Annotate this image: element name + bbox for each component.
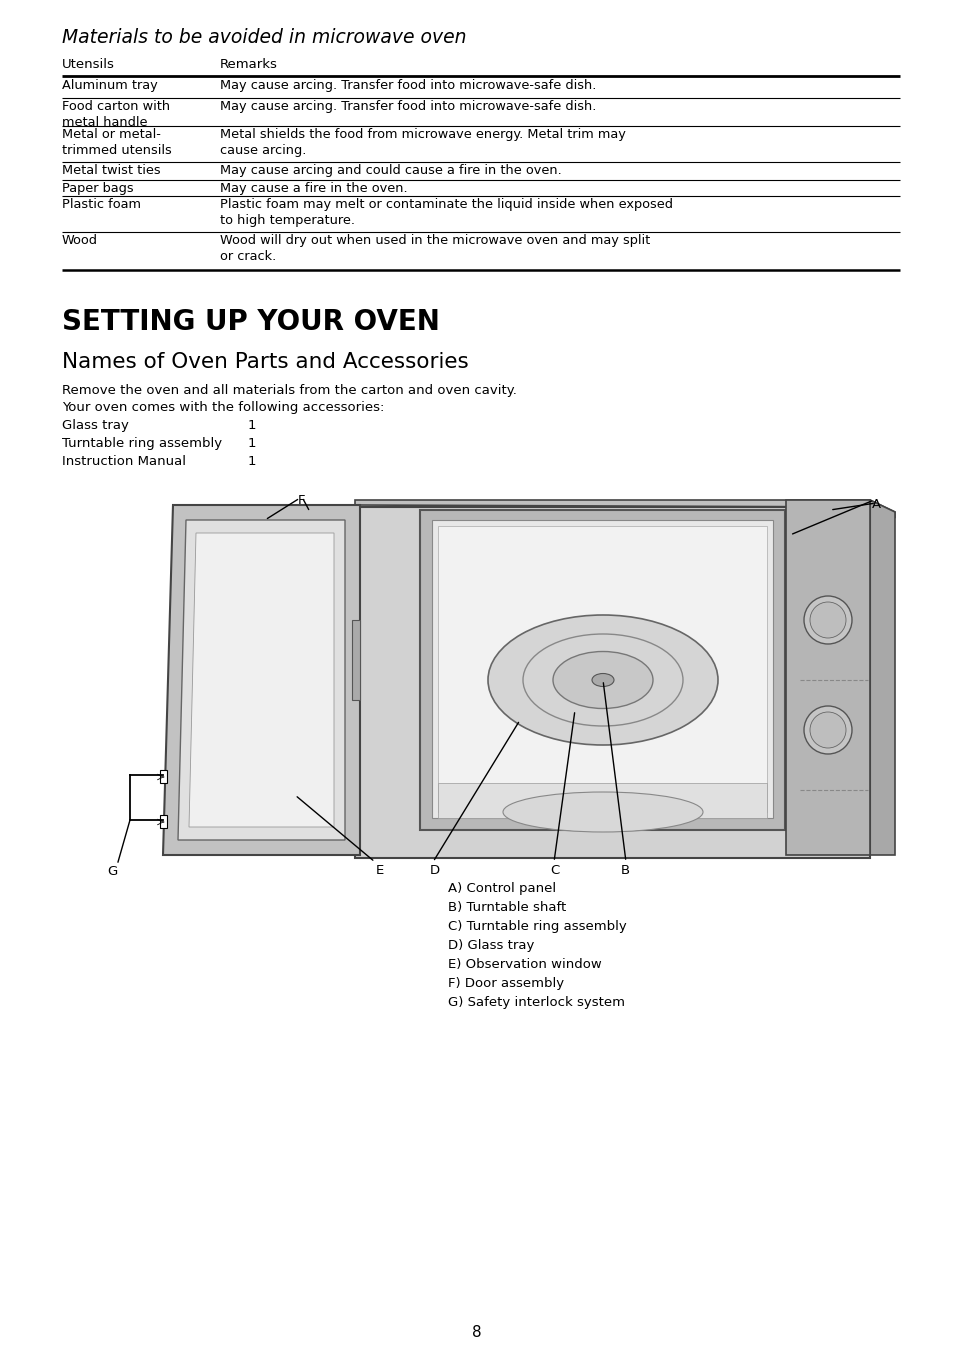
Polygon shape — [189, 533, 334, 827]
Text: E) Observation window: E) Observation window — [448, 958, 601, 972]
Text: Turntable ring assembly: Turntable ring assembly — [62, 438, 222, 450]
Text: E: E — [375, 864, 384, 877]
Text: Remove the oven and all materials from the carton and oven cavity.: Remove the oven and all materials from t… — [62, 383, 517, 397]
Text: Metal twist ties: Metal twist ties — [62, 164, 160, 178]
Ellipse shape — [502, 793, 702, 832]
Ellipse shape — [809, 711, 845, 748]
Text: May cause arcing. Transfer food into microwave-safe dish.: May cause arcing. Transfer food into mic… — [220, 100, 596, 112]
Text: 1: 1 — [248, 419, 256, 432]
Bar — [432, 520, 772, 818]
Text: D) Glass tray: D) Glass tray — [448, 939, 534, 953]
Polygon shape — [355, 500, 894, 518]
Ellipse shape — [488, 615, 718, 745]
Text: Materials to be avoided in microwave oven: Materials to be avoided in microwave ove… — [62, 28, 466, 47]
Bar — [437, 526, 766, 812]
Text: F: F — [297, 495, 305, 507]
Ellipse shape — [592, 673, 614, 687]
Text: A) Control panel: A) Control panel — [448, 882, 556, 896]
Text: B: B — [619, 864, 629, 877]
Text: Wood: Wood — [62, 234, 98, 247]
Polygon shape — [869, 500, 894, 855]
Ellipse shape — [553, 652, 652, 709]
Bar — [160, 814, 167, 828]
Text: D: D — [430, 864, 439, 877]
Bar — [437, 783, 766, 818]
Text: Wood will dry out when used in the microwave oven and may split
or crack.: Wood will dry out when used in the micro… — [220, 234, 650, 263]
Text: Plastic foam may melt or contaminate the liquid inside when exposed
to high temp: Plastic foam may melt or contaminate the… — [220, 198, 672, 228]
Text: Instruction Manual: Instruction Manual — [62, 455, 186, 467]
Bar — [785, 500, 869, 855]
Text: Paper bags: Paper bags — [62, 182, 133, 195]
Text: Utensils: Utensils — [62, 58, 114, 70]
Text: C) Turntable ring assembly: C) Turntable ring assembly — [448, 920, 626, 934]
Ellipse shape — [803, 706, 851, 753]
Text: B) Turntable shaft: B) Turntable shaft — [448, 901, 566, 915]
Text: Metal shields the food from microwave energy. Metal trim may
cause arcing.: Metal shields the food from microwave en… — [220, 127, 625, 157]
Bar — [419, 509, 784, 831]
Polygon shape — [163, 505, 359, 855]
Text: Metal or metal-
trimmed utensils: Metal or metal- trimmed utensils — [62, 127, 172, 157]
Ellipse shape — [809, 602, 845, 638]
Text: Glass tray: Glass tray — [62, 419, 129, 432]
Text: Names of Oven Parts and Accessories: Names of Oven Parts and Accessories — [62, 352, 468, 373]
Text: SETTING UP YOUR OVEN: SETTING UP YOUR OVEN — [62, 308, 439, 336]
Text: G) Safety interlock system: G) Safety interlock system — [448, 996, 624, 1009]
Text: 1: 1 — [248, 455, 256, 467]
Text: Plastic foam: Plastic foam — [62, 198, 141, 211]
Text: May cause arcing and could cause a fire in the oven.: May cause arcing and could cause a fire … — [220, 164, 561, 178]
Text: May cause arcing. Transfer food into microwave-safe dish.: May cause arcing. Transfer food into mic… — [220, 79, 596, 92]
Ellipse shape — [803, 596, 851, 644]
Text: Remarks: Remarks — [220, 58, 277, 70]
Text: May cause a fire in the oven.: May cause a fire in the oven. — [220, 182, 407, 195]
Text: G: G — [107, 864, 117, 878]
Bar — [352, 621, 359, 701]
Text: A: A — [871, 499, 881, 511]
Text: 8: 8 — [472, 1325, 481, 1340]
Text: Your oven comes with the following accessories:: Your oven comes with the following acces… — [62, 401, 384, 415]
Polygon shape — [178, 520, 345, 840]
Text: Food carton with
metal handle: Food carton with metal handle — [62, 100, 170, 129]
Text: Aluminum tray: Aluminum tray — [62, 79, 157, 92]
Text: 1: 1 — [248, 438, 256, 450]
Bar — [160, 770, 167, 783]
Text: C: C — [550, 864, 559, 877]
Text: F) Door assembly: F) Door assembly — [448, 977, 563, 991]
Bar — [355, 507, 869, 858]
